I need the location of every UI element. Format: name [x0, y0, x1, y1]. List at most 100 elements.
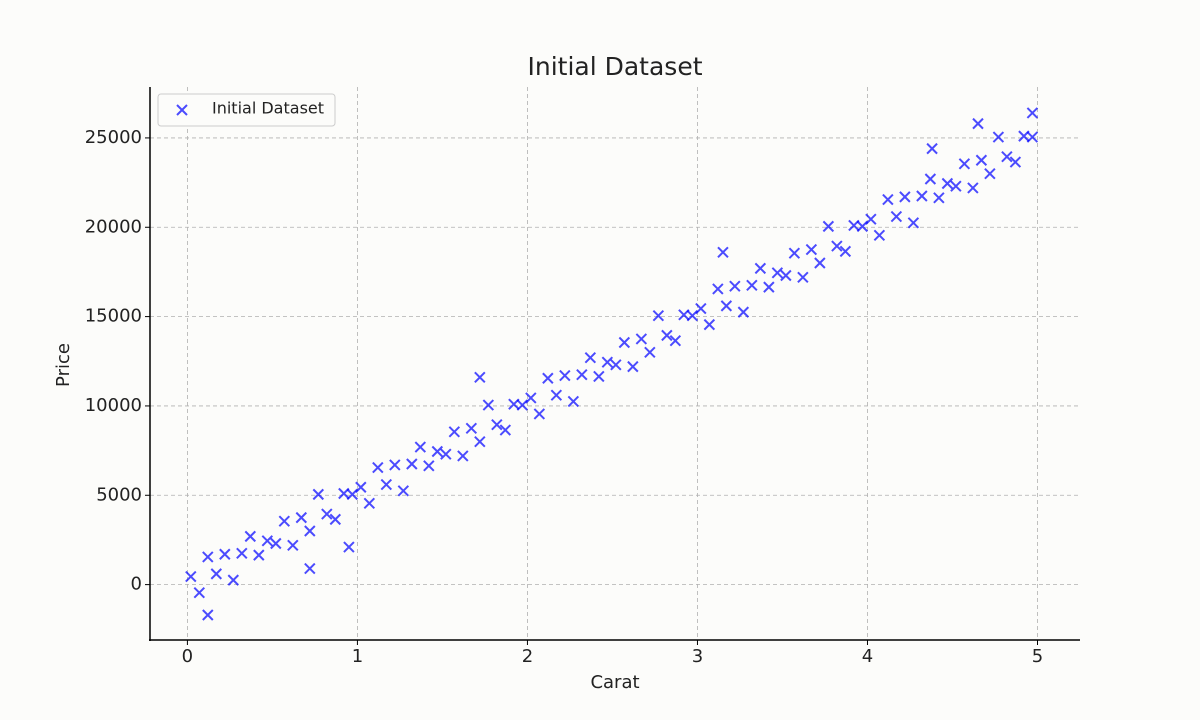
data-point: [644, 346, 656, 359]
data-point: [788, 247, 801, 259]
data-point: [550, 389, 563, 401]
data-point: [304, 525, 316, 537]
data-point: [967, 182, 979, 194]
x-tick-label: 2: [522, 646, 533, 667]
data-point: [1026, 131, 1039, 143]
data-point: [926, 142, 938, 155]
data-point: [746, 279, 758, 292]
x-tick-label: 1: [352, 646, 363, 667]
data-point: [984, 167, 996, 180]
y-tick-label: 25000: [85, 127, 142, 148]
data-point: [717, 246, 729, 258]
data-point: [312, 488, 325, 501]
data-point: [567, 395, 580, 408]
data-point: [499, 424, 512, 436]
data-point: [542, 372, 554, 384]
x-tick-label: 5: [1032, 646, 1043, 667]
data-point: [916, 190, 928, 202]
x-tick-label: 4: [862, 646, 873, 667]
data-point: [193, 586, 206, 599]
data-point: [304, 562, 316, 575]
chart-title: Initial Dataset: [527, 52, 702, 81]
data-point: [287, 539, 299, 552]
data-point: [865, 213, 877, 225]
data-point: [669, 335, 682, 347]
data-point: [343, 541, 355, 553]
legend-frame: [157, 93, 336, 127]
data-point: [440, 448, 452, 460]
data-point: [261, 535, 274, 547]
data-point: [406, 458, 418, 470]
data-point: [814, 257, 826, 269]
data-point: [780, 269, 792, 282]
data-point: [423, 460, 435, 472]
data-point: [950, 180, 962, 192]
data-point: [839, 245, 852, 258]
data-point: [576, 368, 588, 381]
x-axis-label: Carat: [590, 672, 639, 693]
data-point: [253, 549, 265, 561]
data-point: [890, 210, 903, 223]
data-point: [236, 547, 248, 560]
plot-area: [185, 107, 1039, 621]
data-point: [763, 281, 775, 293]
data-point: [474, 371, 486, 384]
data-point: [593, 370, 605, 383]
data-point: [695, 302, 707, 315]
data-point: [448, 426, 461, 438]
data-point: [474, 435, 486, 448]
data-point: [414, 441, 427, 453]
data-point: [754, 262, 767, 275]
data-point: [941, 177, 954, 190]
data-point: [720, 300, 733, 312]
data-point: [975, 154, 988, 166]
data-point: [270, 537, 282, 550]
data-point: [610, 359, 622, 371]
data-point: [822, 220, 835, 233]
data-point: [465, 422, 478, 434]
data-point: [899, 191, 911, 203]
data-point: [601, 356, 614, 368]
data-point: [210, 568, 223, 580]
data-point: [661, 329, 673, 342]
data-point: [329, 513, 342, 526]
y-tick-label: 5000: [96, 484, 142, 505]
x-tick-label: 0: [182, 646, 193, 667]
data-point: [1026, 107, 1039, 119]
data-point: [737, 306, 750, 318]
data-point: [831, 240, 843, 252]
legend-label: Initial Dataset: [212, 99, 324, 118]
data-point: [533, 408, 546, 420]
data-point: [202, 551, 214, 563]
data-point: [525, 392, 537, 404]
data-point: [397, 485, 410, 497]
data-point: [703, 318, 716, 331]
data-point: [219, 548, 231, 560]
data-point: [380, 478, 393, 491]
y-tick-label: 0: [131, 574, 142, 595]
data-point: [1001, 150, 1013, 163]
data-point: [431, 445, 444, 458]
data-point: [321, 508, 333, 520]
data-point: [797, 271, 809, 283]
data-point: [627, 360, 639, 373]
data-point: [363, 497, 376, 510]
data-point: [295, 511, 308, 524]
data-point: [635, 333, 648, 345]
data-point: [227, 574, 240, 586]
data-point: [958, 158, 971, 170]
legend-marker: [176, 104, 188, 116]
y-tick-label: 15000: [85, 306, 142, 327]
data-point: [1009, 156, 1022, 168]
data-point: [559, 369, 571, 382]
data-point: [805, 243, 818, 256]
data-point: [924, 173, 937, 185]
data-point: [771, 267, 784, 279]
data-point: [202, 609, 214, 621]
data-point: [457, 450, 469, 462]
data-point: [244, 530, 257, 543]
y-axis-label: Price: [53, 343, 74, 387]
data-point: [992, 131, 1005, 143]
data-point: [355, 481, 367, 493]
